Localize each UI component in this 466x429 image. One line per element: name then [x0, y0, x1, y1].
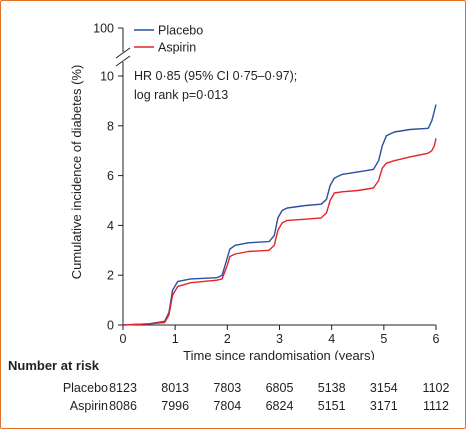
chart-axes: 0 2 4 6 8 10 100 0 1 2 3 4 5 6: [93, 22, 439, 347]
risk-value: 8086: [109, 399, 137, 413]
risk-row-label: Placebo: [62, 381, 108, 395]
axis-break-mark: [115, 47, 131, 59]
y-tick-label: 2: [107, 269, 114, 283]
risk-value: 5138: [317, 381, 346, 395]
legend-label-placebo: Placebo: [158, 24, 203, 38]
y-tick-label: 100: [93, 22, 114, 36]
risk-value: 7996: [161, 399, 190, 413]
risk-value: 3154: [369, 381, 398, 395]
risk-row-label: Aspirin: [69, 399, 108, 413]
risk-value: 1112: [423, 399, 449, 413]
risk-value: 3171: [369, 399, 398, 413]
annotation-line-2: log rank p=0·013: [134, 88, 228, 102]
risk-value: 7804: [213, 399, 242, 413]
y-tick-label: 4: [107, 219, 114, 233]
x-tick-label: 5: [380, 332, 387, 346]
y-axis-label: Cumulative incidence of diabetes (%): [69, 65, 84, 280]
y-tick-label: 10: [100, 70, 114, 84]
risk-value: 5151: [317, 399, 346, 413]
x-tick-label: 6: [433, 332, 440, 346]
x-tick-label: 2: [224, 332, 231, 346]
chart-legend: Placebo Aspirin: [134, 24, 203, 55]
x-tick-label: 1: [172, 332, 179, 346]
risk-value: 7803: [213, 381, 242, 395]
axis-break-mark: [115, 55, 131, 67]
risk-value: 6805: [265, 381, 294, 395]
risk-value: 6824: [265, 399, 294, 413]
y-tick-label: 8: [107, 119, 114, 133]
chart-svg: 0 2 4 6 8 10 100 0 1 2 3 4 5 6 Placebo Aspirin HR 0·85…: [69, 22, 440, 361]
legend-label-aspirin: Aspirin: [158, 41, 196, 55]
series-layer: [122, 104, 437, 326]
risk-value: 8013: [161, 381, 190, 395]
series-line-aspirin: [122, 138, 437, 326]
risk-table-title: Number at risk: [8, 358, 100, 373]
risk-value: 8123: [109, 381, 137, 395]
annotation-line-1: HR 0·85 (95% CI 0·75–0·97);: [134, 69, 297, 83]
y-tick-label: 0: [107, 319, 114, 333]
series-line-placebo: [122, 104, 437, 326]
risk-value: 1102: [422, 381, 450, 395]
x-tick-label: 3: [276, 332, 283, 346]
x-tick-label: 4: [328, 332, 335, 346]
x-tick-label: 0: [120, 332, 127, 346]
x-axis-label: Time since randomisation (years): [183, 348, 375, 360]
y-tick-label: 6: [107, 169, 114, 183]
